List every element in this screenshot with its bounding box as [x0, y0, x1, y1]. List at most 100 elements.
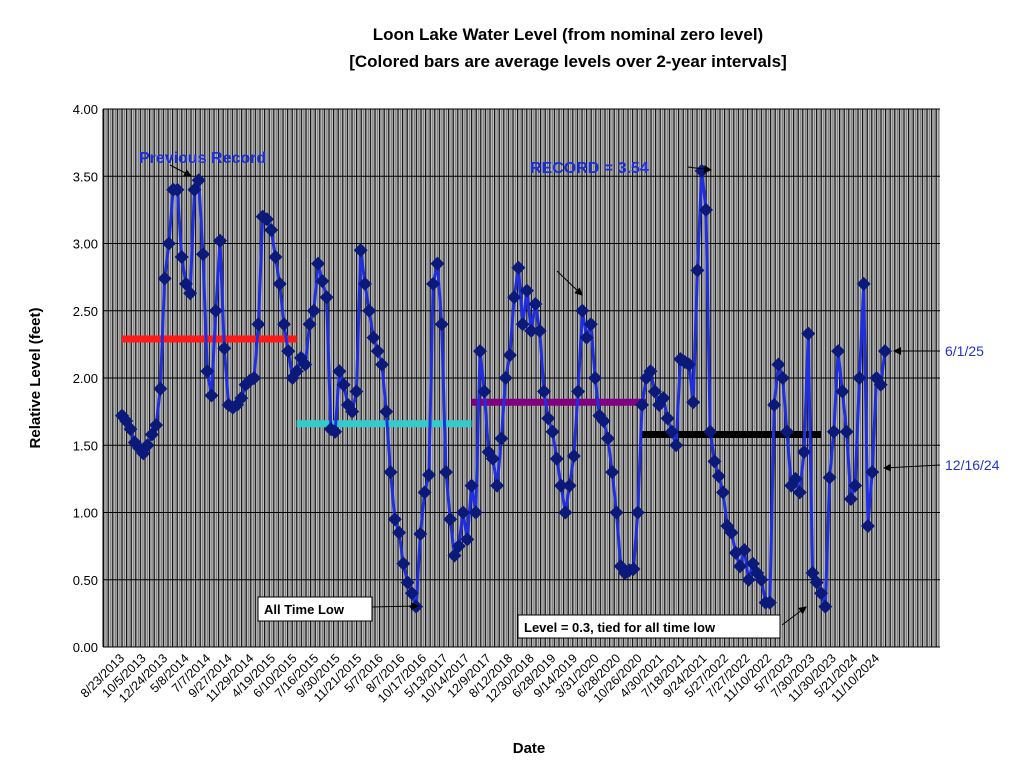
data-point-marker [690, 263, 705, 278]
y-axis-label: Relative Level (feet) [27, 308, 44, 449]
tied-low-arrow [781, 606, 807, 626]
data-point-marker [451, 539, 466, 554]
data-point-marker [716, 485, 731, 500]
data-point-marker [485, 451, 500, 466]
data-point-marker [660, 411, 675, 426]
tied-low-box [517, 614, 781, 639]
data-point-marker [511, 260, 526, 275]
data-point-marker [195, 247, 210, 262]
data-point-marker [264, 223, 279, 238]
data-point-marker [438, 465, 453, 480]
data-point-marker [528, 297, 543, 312]
data-point-marker [558, 505, 573, 520]
y-tick-label: 3.50 [73, 169, 98, 184]
all-time-low-arrow [371, 602, 419, 611]
data-point-marker [566, 449, 581, 464]
data-point-marker [532, 323, 547, 338]
data-point-marker [234, 391, 249, 406]
data-point-marker [579, 330, 594, 345]
data-point-marker [771, 357, 786, 372]
data-point-marker [208, 303, 223, 318]
data-point-marker [562, 478, 577, 493]
y-tick-label: 1.50 [73, 438, 98, 453]
data-point-marker [635, 397, 650, 412]
data-point-marker [379, 404, 394, 419]
data-point-marker [643, 364, 658, 379]
chart-subtitle: [Colored bars are average levels over 2-… [349, 52, 787, 71]
data-point-marker [801, 326, 816, 341]
data-point-marker [387, 512, 402, 527]
data-point-marker [669, 438, 684, 453]
data-point-marker [596, 414, 611, 429]
data-point-marker [370, 344, 385, 359]
data-point-marker [873, 377, 888, 392]
data-point-marker [600, 431, 615, 446]
data-point-marker [430, 256, 445, 271]
data-point-marker [571, 384, 586, 399]
data-point-marker [852, 371, 867, 385]
data-point-marker [345, 404, 360, 419]
record-annotation: RECORD = 3.54 [530, 160, 649, 177]
all-time-low-annotation: All Time Low [264, 602, 345, 617]
data-point-marker [856, 276, 871, 291]
data-point-marker [737, 543, 752, 558]
data-point-marker [217, 341, 232, 356]
y-tick-label: 1.00 [73, 506, 98, 521]
annotations: Previous Record RECORD = 3.54 All Time L… [139, 150, 1000, 639]
data-point-marker [426, 276, 441, 291]
y-tick-label: 0.50 [73, 573, 98, 588]
data-point-marker [404, 586, 419, 601]
previous-record-arrow [169, 164, 192, 177]
data-point-marker [536, 384, 551, 399]
dec-2024-arrow [883, 463, 941, 472]
data-point-marker [417, 485, 432, 500]
data-point-marker [473, 344, 488, 359]
data-point-marker [494, 431, 509, 446]
data-point-marker [656, 391, 671, 406]
all-time-low-box [257, 596, 373, 622]
data-point-marker [767, 397, 782, 412]
data-point-marker [204, 388, 219, 403]
data-point-marker [498, 371, 513, 385]
data-point-marker [733, 559, 748, 574]
data-point-marker [259, 212, 274, 227]
data-point-marker [311, 256, 326, 271]
data-point-marker [630, 505, 645, 520]
tied-low-annotation: Level = 0.3, tied for all time low [524, 620, 716, 635]
y-tick-label: 3.00 [73, 237, 98, 252]
data-point-marker [554, 478, 569, 493]
data-point-marker [200, 364, 215, 379]
data-point-marker [140, 438, 155, 453]
data-point-marker [575, 303, 590, 318]
dec-2024-annotation: 12/16/24 [945, 457, 1000, 473]
data-point-marker [843, 492, 858, 507]
data-point-marker [583, 317, 598, 332]
data-point-marker [814, 586, 829, 601]
data-point-marker [366, 330, 381, 345]
data-point-marker [686, 395, 701, 410]
data-point-marker [609, 505, 624, 520]
data-point-marker [724, 525, 739, 540]
data-point-marker [502, 348, 517, 363]
data-point-marker [524, 323, 539, 338]
data-point-marker [779, 424, 794, 439]
data-point-marker [392, 525, 407, 540]
data-point-marker [647, 384, 662, 399]
y-tick-label: 0.00 [73, 640, 98, 655]
data-point-marker [413, 527, 428, 542]
data-point-marker [839, 424, 854, 439]
data-point-marker [698, 202, 713, 217]
x-axis-label: Date [513, 740, 546, 757]
data-point-marker [456, 505, 471, 520]
data-point-marker [443, 512, 458, 527]
data-point-marker [383, 465, 398, 480]
data-point-marker [170, 182, 185, 197]
data-point-marker [541, 411, 556, 426]
data-point-marker [421, 467, 436, 482]
data-point-marker [298, 357, 313, 372]
data-point-marker [183, 286, 198, 301]
data-point-marker [153, 381, 168, 396]
data-point-marker [468, 505, 483, 520]
data-point-marker [268, 249, 283, 264]
